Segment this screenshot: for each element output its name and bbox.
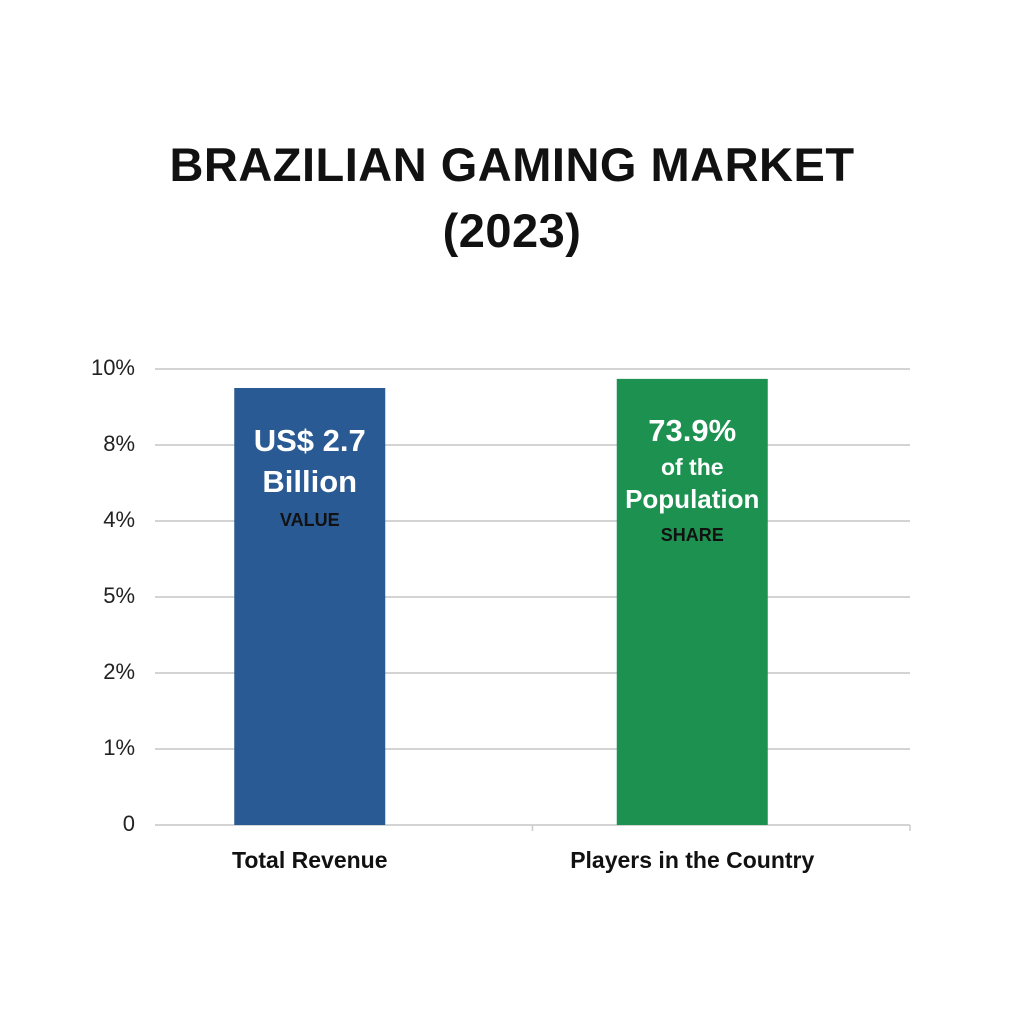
bar-annotation: US$ 2.7 bbox=[254, 423, 366, 458]
y-tick-label: 10% bbox=[91, 355, 135, 380]
bar bbox=[234, 388, 386, 825]
y-tick-label: 0 bbox=[123, 811, 135, 836]
bar-annotation: VALUE bbox=[280, 510, 340, 530]
bar bbox=[616, 378, 768, 825]
bar-annotation: Billion bbox=[262, 464, 357, 499]
y-tick-label: 8% bbox=[103, 431, 135, 456]
bar-annotation: 73.9% bbox=[648, 413, 736, 448]
y-tick-label: 5% bbox=[103, 583, 135, 608]
y-tick-label: 1% bbox=[103, 735, 135, 760]
y-tick-label: 4% bbox=[103, 507, 135, 532]
y-tick-label: 2% bbox=[103, 659, 135, 684]
chart-title: BRAZILIAN GAMING MARKET (2023) bbox=[169, 138, 855, 257]
bar-annotation: Population bbox=[625, 484, 759, 514]
bar-annotation: SHARE bbox=[661, 525, 724, 545]
bar-annotation: of the bbox=[661, 454, 724, 480]
x-tick-label: Players in the Country bbox=[570, 847, 814, 873]
x-tick-label: Total Revenue bbox=[232, 847, 388, 873]
